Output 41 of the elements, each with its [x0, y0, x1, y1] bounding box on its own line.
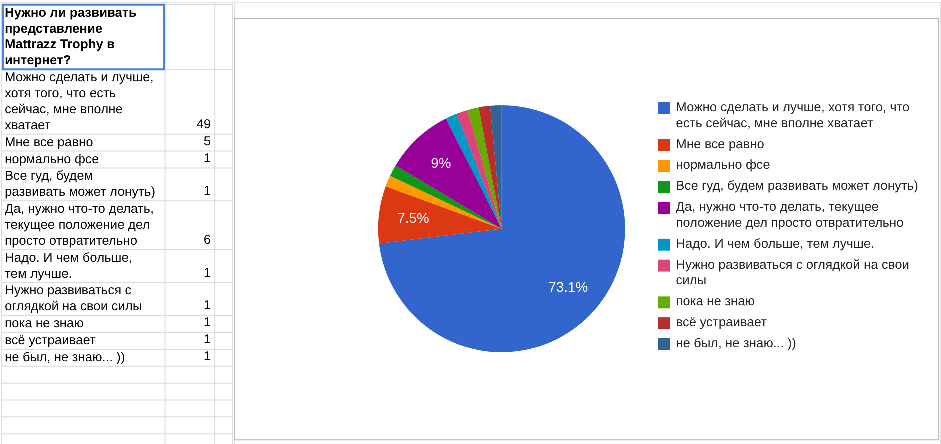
category-label: не был, не знаю... )) — [4, 349, 126, 364]
legend-label: Все гуд, будем развивать может лонуть) — [676, 178, 918, 194]
legend-label: Нужно развиваться с оглядкой на свои силы — [676, 256, 910, 288]
legend-label: нормально фсе — [676, 157, 770, 172]
data-label: 73.1% — [548, 278, 588, 295]
pie-slice — [396, 118, 502, 229]
data-label: 1 — [204, 348, 212, 364]
category-label: Да, нужно что-то делать, текущее положение дел просто отвратительно — [4, 201, 154, 248]
data-label: 1 — [204, 298, 212, 313]
category-label: Надо. И чем больше, тем лучше. — [4, 250, 133, 281]
data-label: 1 — [204, 183, 212, 198]
pie-slice — [490, 106, 502, 229]
data-label: 1 — [204, 331, 212, 346]
pie-slice — [478, 106, 502, 229]
legend-label: Можно сделать и лучше, хотя того, что есть сейчас, мне вполне хватает — [676, 99, 910, 130]
pie-slice — [456, 110, 502, 229]
data-label: 1 — [204, 264, 212, 280]
data-label: 49 — [196, 116, 212, 132]
legend-label: всё устраивает — [676, 314, 768, 330]
category-label: Мне все равно — [4, 134, 94, 150]
category-label: всё устраивает — [4, 332, 96, 348]
legend-label: Надо. И чем больше, тем лучше. — [676, 236, 875, 251]
legend-label: Мне все равно — [676, 136, 764, 152]
legend-label: не был, не знаю... )) — [676, 335, 796, 350]
data-label: 7.5% — [398, 210, 430, 226]
category-label: нормально фсе — [4, 151, 100, 166]
pie-slice — [468, 108, 502, 229]
data-label: 9% — [431, 154, 452, 171]
text: Нужно ли развивать представление Mattrazz Trophy в интернет? — [4, 4, 137, 68]
legend-label: пока не знаю — [676, 294, 756, 309]
data-label: 6 — [204, 232, 212, 247]
category-label: Можно сделать и лучше, хотя того, что есть сейчас, мне вполне хватает — [4, 70, 154, 132]
data-label: 1 — [204, 314, 212, 330]
data-label: 1 — [204, 150, 212, 166]
legend-label: Да, нужно что-то делать, текущее положение дел просто отвратительно — [676, 199, 904, 230]
category-label: Все гуд, будем развивать может лонуть) — [4, 168, 156, 200]
data-label: 5 — [204, 133, 212, 148]
category-label: пока не знаю — [4, 316, 84, 331]
pie-slice — [378, 186, 502, 244]
pie-slice — [379, 106, 626, 352]
pie-slice — [386, 176, 502, 229]
